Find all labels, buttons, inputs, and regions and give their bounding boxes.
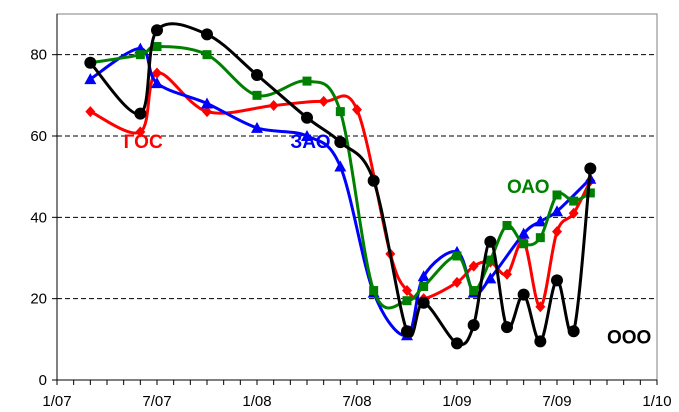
x-tick-label: 7/07 xyxy=(142,393,171,410)
data-point xyxy=(201,97,213,109)
series-label: ГОС xyxy=(124,132,163,153)
data-point xyxy=(401,325,413,338)
data-point xyxy=(417,270,430,282)
data-point xyxy=(485,255,495,265)
data-point xyxy=(152,42,162,52)
data-point xyxy=(535,301,546,313)
data-point xyxy=(551,205,563,217)
data-point xyxy=(468,260,479,272)
data-point xyxy=(484,235,497,248)
data-point xyxy=(367,174,380,187)
axes: 0 20 40 60 80 1/07 7/07 1/08 7/08 1/09 7/09 1/10 xyxy=(30,14,672,410)
data-point xyxy=(201,28,213,41)
series-group xyxy=(84,22,597,350)
x-tick-label: 1/07 xyxy=(42,393,71,410)
y-tick-label: 40 xyxy=(30,209,47,226)
data-point xyxy=(152,67,162,79)
series-2 xyxy=(85,42,595,310)
data-point xyxy=(584,162,597,175)
data-point xyxy=(535,233,545,243)
data-point xyxy=(551,274,563,287)
data-point xyxy=(334,136,347,149)
data-point xyxy=(568,207,579,219)
data-point xyxy=(552,190,562,200)
data-point xyxy=(85,106,96,118)
y-tick-label: 0 xyxy=(39,372,47,389)
data-point xyxy=(569,196,579,206)
y-tick-label: 80 xyxy=(30,47,47,64)
data-point xyxy=(502,268,512,280)
data-point xyxy=(567,325,580,338)
data-point xyxy=(84,73,97,85)
data-point xyxy=(484,272,497,284)
data-point xyxy=(585,188,595,198)
data-point xyxy=(519,239,529,249)
data-point xyxy=(451,337,463,350)
x-tick-label: 1/09 xyxy=(442,393,471,410)
series-label: ЗАО xyxy=(290,132,330,153)
data-point xyxy=(534,335,547,348)
series-label: ООО xyxy=(607,327,651,348)
data-point xyxy=(335,107,345,117)
data-point xyxy=(352,104,362,116)
data-point xyxy=(369,286,379,296)
data-point xyxy=(502,220,512,230)
series-3 xyxy=(84,22,597,350)
data-point xyxy=(268,100,279,111)
data-point xyxy=(552,226,562,238)
data-point xyxy=(251,121,263,133)
data-point xyxy=(517,227,530,239)
data-point xyxy=(402,296,412,306)
data-point xyxy=(417,296,430,309)
data-point xyxy=(251,69,263,81)
data-point xyxy=(135,126,146,138)
data-point xyxy=(402,285,412,297)
data-point xyxy=(469,286,479,296)
data-point xyxy=(452,251,462,261)
x-tick-label: 7/09 xyxy=(542,393,571,410)
x-tick-label: 7/08 xyxy=(342,393,371,410)
y-tick-label: 20 xyxy=(30,291,47,308)
x-tick-label: 1/10 xyxy=(642,393,671,410)
data-point xyxy=(452,276,462,288)
data-point xyxy=(318,95,329,107)
data-point xyxy=(419,281,429,291)
data-point xyxy=(151,77,163,89)
data-point xyxy=(534,215,547,227)
data-point xyxy=(202,106,212,118)
data-point xyxy=(517,288,530,301)
x-tick-label: 1/08 xyxy=(242,393,271,410)
data-point xyxy=(334,160,347,172)
data-point xyxy=(135,50,145,60)
data-point xyxy=(84,56,97,69)
data-point xyxy=(252,90,262,100)
data-point xyxy=(467,319,480,332)
gridlines xyxy=(57,54,657,300)
y-tick-label: 60 xyxy=(30,128,47,145)
data-point xyxy=(301,111,313,124)
data-point xyxy=(301,130,313,141)
data-point xyxy=(302,76,312,86)
data-point xyxy=(501,321,513,334)
data-point xyxy=(151,24,163,37)
data-point xyxy=(134,107,147,120)
series-labels: ГОС ЗАО ОАО ООО xyxy=(124,132,652,348)
series-label: ОАО xyxy=(507,177,550,198)
data-point xyxy=(202,50,212,60)
